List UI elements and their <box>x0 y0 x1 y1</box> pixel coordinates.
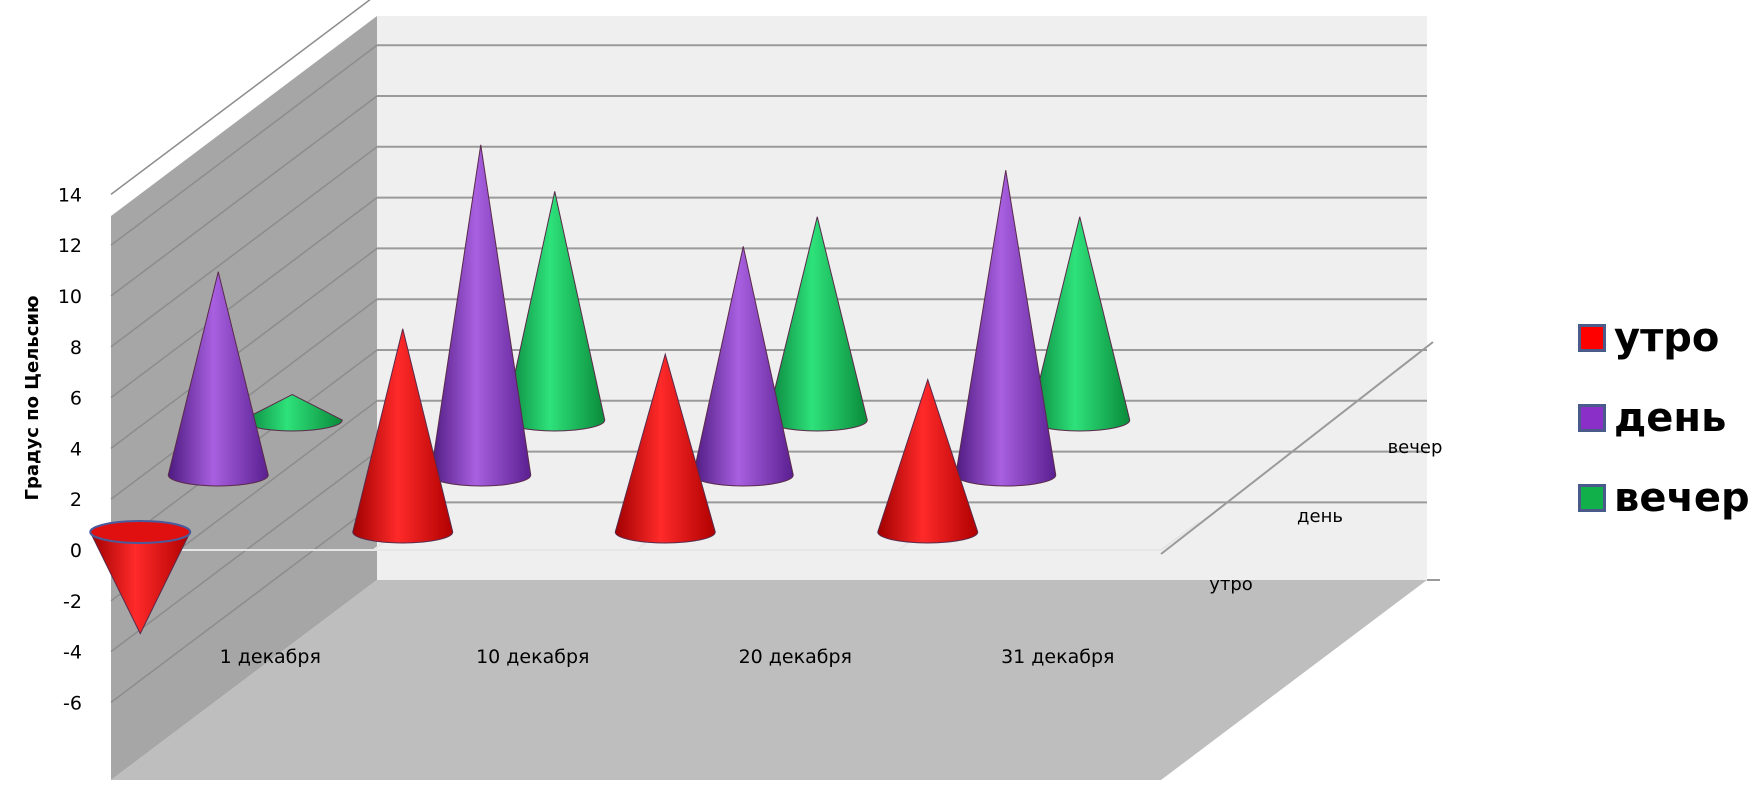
floor <box>111 580 1427 780</box>
cone-утро <box>352 328 454 544</box>
x-category-label: 10 декабря <box>476 646 589 668</box>
side-gridline <box>110 501 378 703</box>
x-category-label: 1 декабря <box>220 646 321 668</box>
legend-label: день <box>1614 395 1727 441</box>
legend-item-day: день <box>1578 378 1750 458</box>
back-wall <box>377 16 1427 580</box>
side-gridline <box>110 44 378 246</box>
legend: утро день вечер <box>1578 298 1750 538</box>
depth-axis-label: вечер <box>1388 437 1443 458</box>
legend-label: утро <box>1614 315 1720 361</box>
legend-label: вечер <box>1614 475 1750 521</box>
y-tick-label: -6 <box>63 692 82 714</box>
y-tick-label: 4 <box>70 438 82 460</box>
y-tick-label: 2 <box>70 489 82 511</box>
side-gridline <box>110 451 378 653</box>
cone-утро-top <box>89 520 192 544</box>
cone-утро <box>877 377 979 544</box>
cone-день <box>955 170 1057 487</box>
y-tick-label: 8 <box>70 337 82 359</box>
cone-утро <box>614 352 716 544</box>
depth-axis-label: утро <box>1209 574 1253 595</box>
y-tick-label: 0 <box>70 540 82 562</box>
legend-item-evening: вечер <box>1578 458 1750 538</box>
side-gridline <box>110 0 371 195</box>
legend-item-morning: утро <box>1578 298 1750 378</box>
y-axis-title: Градус по Цельсию <box>22 295 43 500</box>
y-tick-label: 12 <box>58 235 82 257</box>
category-divider <box>1160 521 1200 551</box>
legend-swatch <box>1578 404 1606 432</box>
side-gridline <box>110 247 378 449</box>
side-gridline <box>110 197 378 399</box>
legend-swatch <box>1578 324 1606 352</box>
y-tick-label: 6 <box>70 388 82 410</box>
x-category-label: 20 декабря <box>739 646 852 668</box>
legend-swatch <box>1578 484 1606 512</box>
side-gridline <box>110 146 378 348</box>
side-gridline <box>110 95 378 297</box>
y-tick-label: -4 <box>63 642 82 664</box>
x-category-label: 31 декабря <box>1001 646 1114 668</box>
cone-день <box>167 271 269 487</box>
depth-axis <box>1160 341 1434 555</box>
y-tick-label: 10 <box>58 286 82 308</box>
y-tick-label: -2 <box>63 591 82 613</box>
y-tick-label: 14 <box>58 184 82 206</box>
depth-axis-label: день <box>1297 506 1343 527</box>
